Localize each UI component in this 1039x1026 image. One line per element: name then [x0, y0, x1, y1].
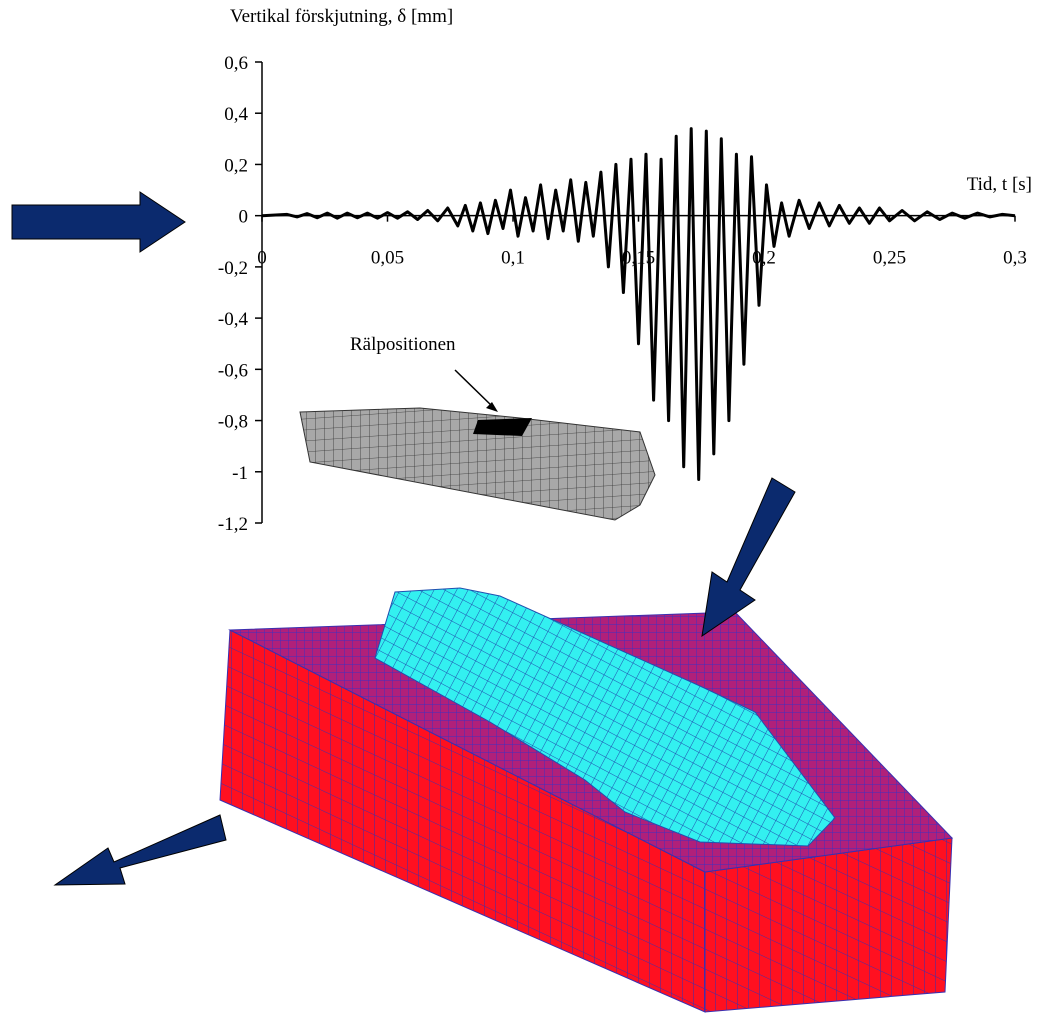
y-tick-label: 0,2 — [224, 155, 248, 176]
x-tick-label: 0,15 — [622, 248, 655, 269]
y-tick-label: -1 — [232, 463, 248, 484]
x-tick-label: 0,1 — [501, 248, 525, 269]
rail-position — [473, 418, 532, 436]
annotation: Rälpositionen — [350, 334, 456, 355]
sleeper-3d — [374, 587, 836, 847]
arrow-left — [53, 814, 227, 886]
y-tick-label: 0 — [239, 207, 249, 228]
y-tick-label: -1,2 — [218, 514, 248, 535]
y-tick-label: 0,6 — [224, 53, 248, 74]
annotation-arrowhead — [486, 402, 498, 412]
annotation-arrow — [454, 369, 495, 409]
data-line — [261, 127, 1016, 481]
y-tick-label: -0,4 — [218, 309, 249, 330]
y-tick-label: 0,4 — [224, 104, 248, 125]
x-tick-label: 0,05 — [371, 248, 404, 269]
arrow-right — [11, 191, 186, 253]
x-tick-label: 0,3 — [1003, 248, 1027, 269]
sleeper-mesh — [299, 407, 656, 521]
arrow-down-left — [701, 477, 796, 638]
chart-title: Vertikal förskjutning, δ [mm] — [230, 6, 453, 27]
x-axis-label: Tid, t [s] — [967, 174, 1032, 195]
y-tick-label: -0,6 — [218, 360, 248, 381]
x-tick-label: 0,25 — [873, 248, 906, 269]
y-tick-label: -0,2 — [218, 258, 248, 279]
y-tick-label: -0,8 — [218, 412, 248, 433]
illustrations — [11, 191, 954, 1013]
x-tick-label: 0 — [257, 248, 267, 269]
